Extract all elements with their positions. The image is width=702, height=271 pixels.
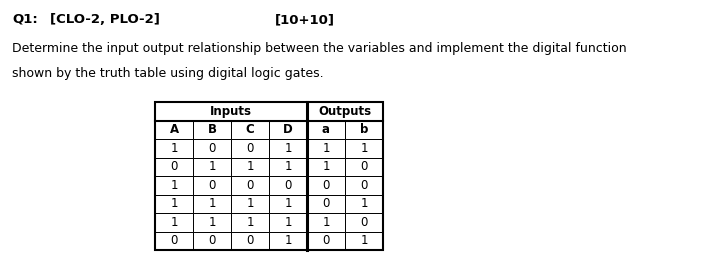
Bar xyxy=(269,213,307,231)
Text: 1: 1 xyxy=(322,160,330,173)
Bar xyxy=(269,121,307,139)
Text: [10+10]: [10+10] xyxy=(275,13,335,26)
Bar xyxy=(307,157,345,176)
Text: D: D xyxy=(283,123,293,136)
Text: shown by the truth table using digital logic gates.: shown by the truth table using digital l… xyxy=(12,67,324,80)
Text: 1: 1 xyxy=(284,216,292,229)
Bar xyxy=(231,213,269,231)
Text: 1: 1 xyxy=(360,142,368,155)
Text: 1: 1 xyxy=(246,216,253,229)
Text: 1: 1 xyxy=(171,197,178,210)
Bar xyxy=(345,195,383,213)
Text: 1: 1 xyxy=(208,160,216,173)
Text: 0: 0 xyxy=(322,179,330,192)
Bar xyxy=(193,176,231,195)
Bar xyxy=(155,213,193,231)
Bar xyxy=(193,213,231,231)
Bar xyxy=(345,176,383,195)
Bar xyxy=(155,121,193,139)
Text: Q1:: Q1: xyxy=(12,13,38,26)
Text: 0: 0 xyxy=(246,179,253,192)
Bar xyxy=(345,121,383,139)
Text: 0: 0 xyxy=(208,142,216,155)
Text: 1: 1 xyxy=(246,160,253,173)
Text: 1: 1 xyxy=(284,160,292,173)
Bar xyxy=(193,195,231,213)
Text: 1: 1 xyxy=(171,142,178,155)
Bar xyxy=(345,157,383,176)
Bar xyxy=(307,102,383,121)
Bar xyxy=(307,231,345,250)
Bar xyxy=(193,157,231,176)
Bar xyxy=(269,231,307,250)
Bar xyxy=(307,213,345,231)
Text: 0: 0 xyxy=(171,160,178,173)
Text: 0: 0 xyxy=(208,234,216,247)
Text: C: C xyxy=(246,123,254,136)
Bar xyxy=(269,157,307,176)
Bar xyxy=(269,139,307,157)
Text: 1: 1 xyxy=(284,142,292,155)
Text: 1: 1 xyxy=(284,234,292,247)
Bar xyxy=(231,139,269,157)
Text: 1: 1 xyxy=(246,197,253,210)
Text: 0: 0 xyxy=(171,234,178,247)
Bar xyxy=(155,102,383,250)
Text: A: A xyxy=(169,123,178,136)
Bar xyxy=(155,139,193,157)
Bar xyxy=(193,231,231,250)
Text: 0: 0 xyxy=(360,179,368,192)
Bar xyxy=(345,139,383,157)
Text: 1: 1 xyxy=(208,216,216,229)
Text: [CLO-2, PLO-2]: [CLO-2, PLO-2] xyxy=(50,13,160,26)
Bar xyxy=(231,231,269,250)
Bar xyxy=(307,176,345,195)
Text: Inputs: Inputs xyxy=(210,105,252,118)
Text: 1: 1 xyxy=(284,197,292,210)
Text: 1: 1 xyxy=(360,234,368,247)
Text: 1: 1 xyxy=(322,142,330,155)
Bar xyxy=(193,139,231,157)
Bar xyxy=(345,213,383,231)
Bar xyxy=(269,195,307,213)
Bar xyxy=(307,195,345,213)
Text: 1: 1 xyxy=(322,216,330,229)
Bar xyxy=(231,157,269,176)
Text: 0: 0 xyxy=(360,160,368,173)
Bar xyxy=(231,176,269,195)
Bar xyxy=(307,139,345,157)
Text: 0: 0 xyxy=(246,142,253,155)
Bar xyxy=(345,231,383,250)
Bar xyxy=(155,231,193,250)
Bar xyxy=(269,176,307,195)
Text: 0: 0 xyxy=(360,216,368,229)
Text: b: b xyxy=(360,123,368,136)
Text: Outputs: Outputs xyxy=(319,105,371,118)
Bar xyxy=(231,121,269,139)
Text: 1: 1 xyxy=(171,216,178,229)
Bar xyxy=(155,102,307,121)
Text: 0: 0 xyxy=(284,179,292,192)
Bar xyxy=(155,157,193,176)
Text: Determine the input output relationship between the variables and implement the : Determine the input output relationship … xyxy=(12,42,627,55)
Text: 0: 0 xyxy=(322,234,330,247)
Text: B: B xyxy=(208,123,216,136)
Bar xyxy=(155,195,193,213)
Text: 0: 0 xyxy=(246,234,253,247)
Bar xyxy=(307,121,345,139)
Bar xyxy=(155,176,193,195)
Text: a: a xyxy=(322,123,330,136)
Text: 1: 1 xyxy=(208,197,216,210)
Bar xyxy=(231,195,269,213)
Text: 1: 1 xyxy=(171,179,178,192)
Text: 1: 1 xyxy=(360,197,368,210)
Text: 0: 0 xyxy=(208,179,216,192)
Text: 0: 0 xyxy=(322,197,330,210)
Bar xyxy=(193,121,231,139)
